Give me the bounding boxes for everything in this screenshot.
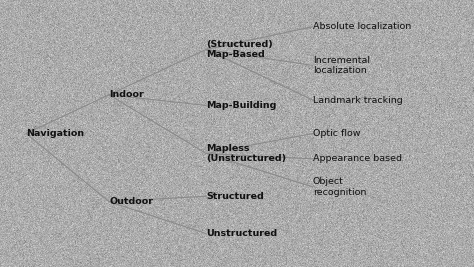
Text: Incremental
localization: Incremental localization (313, 56, 370, 75)
Text: Object
recognition: Object recognition (313, 177, 366, 197)
Text: Landmark tracking: Landmark tracking (313, 96, 402, 105)
Text: Navigation: Navigation (26, 129, 84, 138)
Text: Mapless
(Unstructured): Mapless (Unstructured) (206, 144, 286, 163)
Text: Unstructured: Unstructured (206, 229, 277, 238)
Text: Map-Building: Map-Building (206, 101, 276, 110)
Text: Indoor: Indoor (109, 90, 144, 99)
Text: (Structured)
Map-Based: (Structured) Map-Based (206, 40, 273, 59)
Text: Absolute localization: Absolute localization (313, 22, 411, 31)
Text: Appearance based: Appearance based (313, 154, 402, 163)
Text: Outdoor: Outdoor (109, 197, 153, 206)
Text: Optic flow: Optic flow (313, 129, 360, 138)
Text: Structured: Structured (206, 192, 264, 201)
